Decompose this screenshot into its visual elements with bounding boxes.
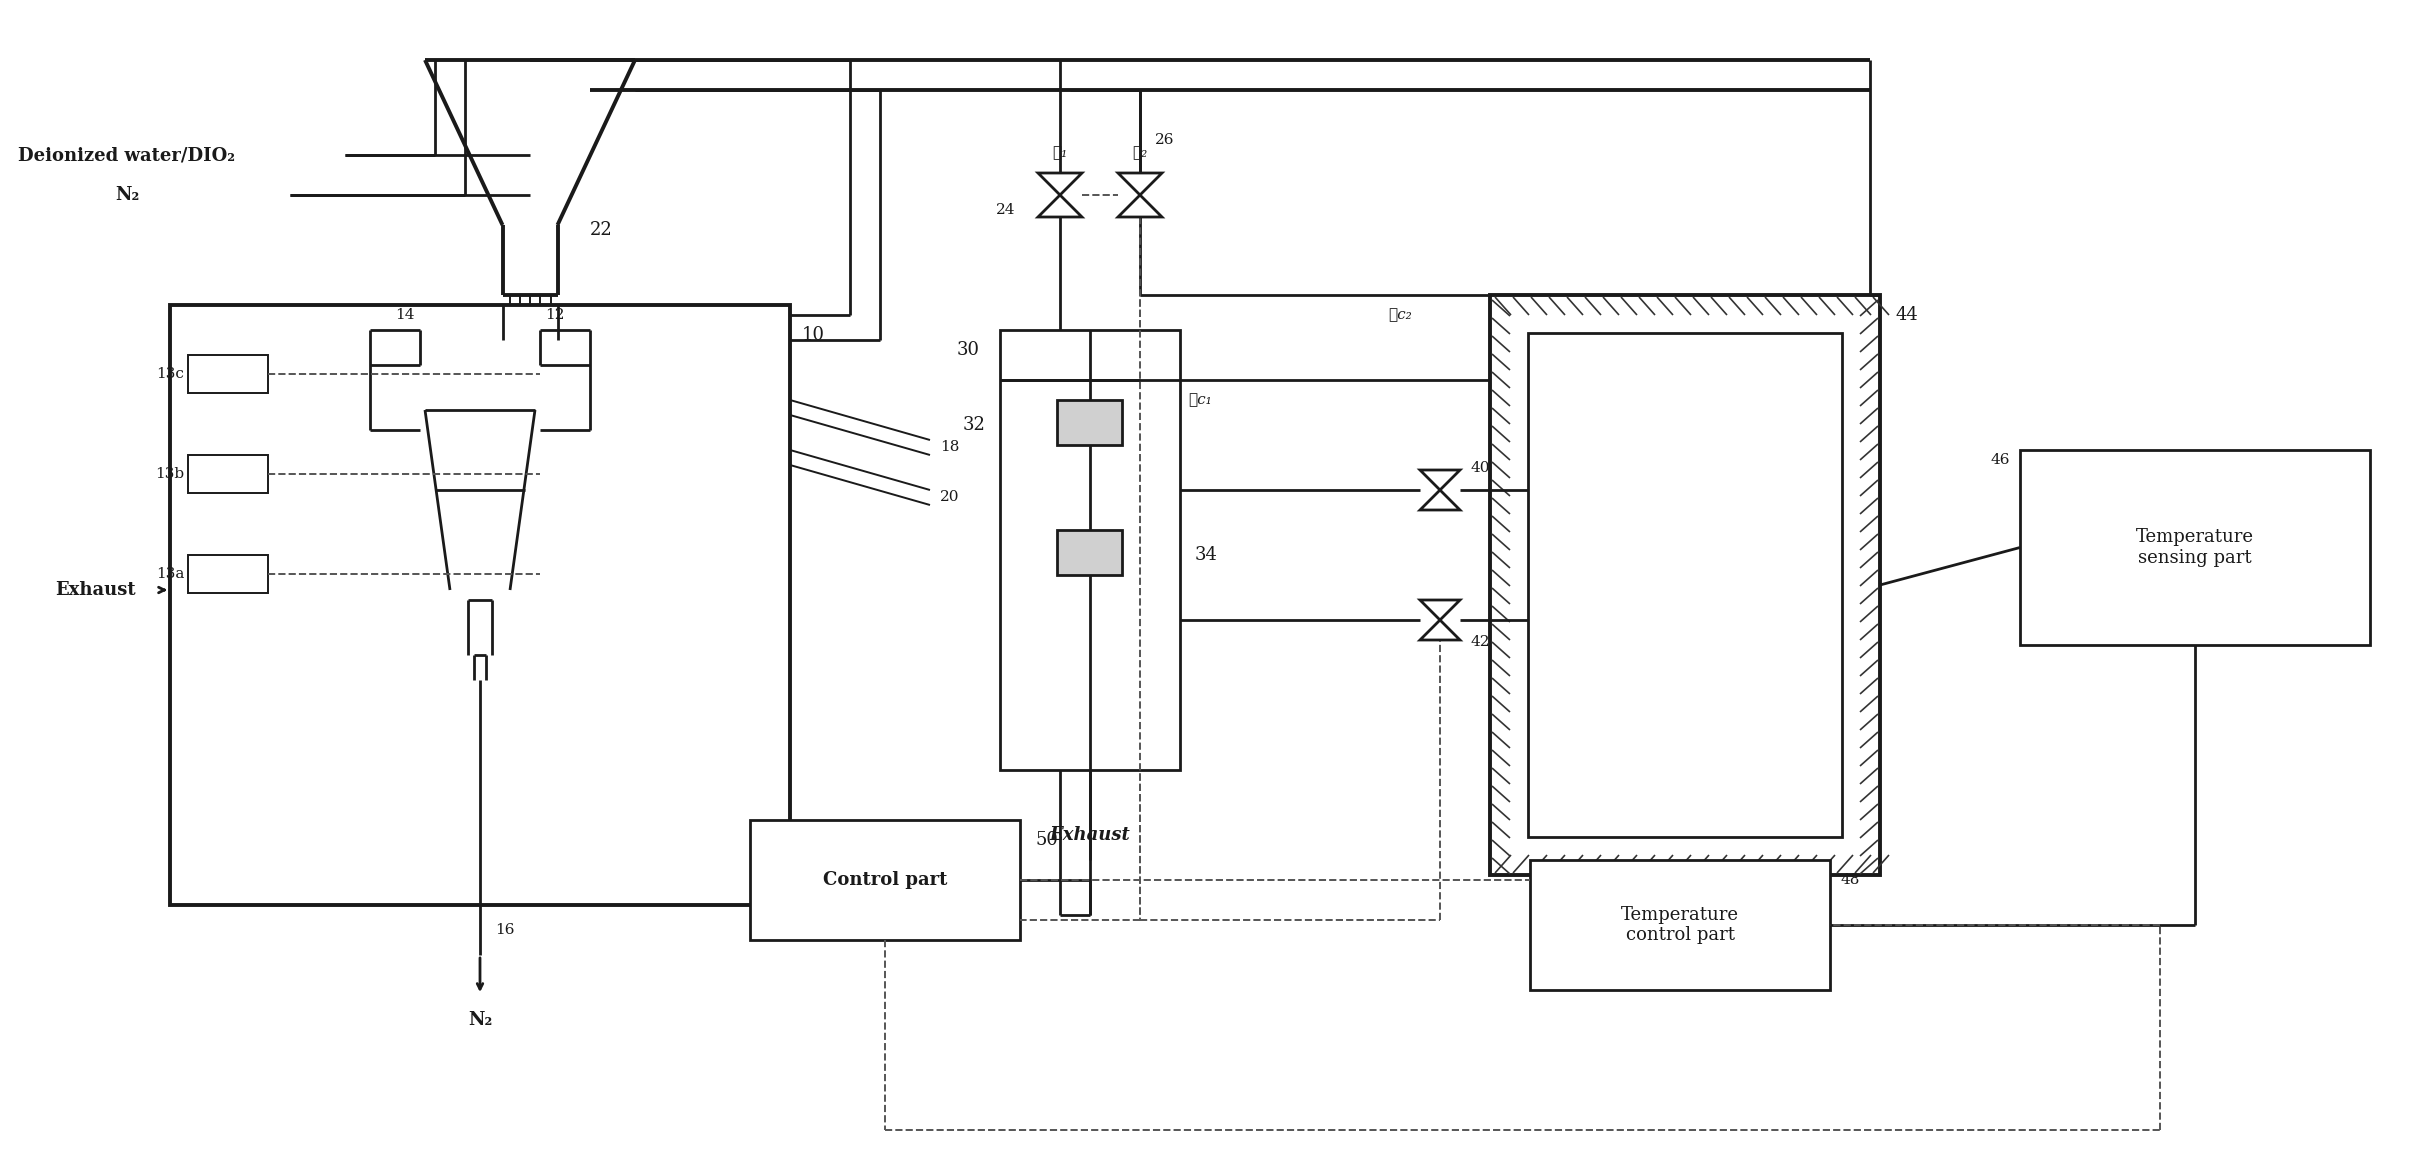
- Text: 12: 12: [545, 308, 564, 322]
- Text: 42: 42: [1470, 635, 1489, 649]
- Bar: [1000, 330, 1180, 770]
- Bar: [1530, 860, 1830, 990]
- Text: ℓ₂: ℓ₂: [1131, 146, 1148, 160]
- Polygon shape: [1421, 470, 1460, 490]
- Text: Exhaust: Exhaust: [1049, 826, 1131, 844]
- Text: 14: 14: [397, 308, 416, 322]
- Text: Control part: Control part: [822, 871, 946, 889]
- Bar: [187, 555, 268, 593]
- Polygon shape: [1421, 490, 1460, 510]
- Text: Temperature
sensing part: Temperature sensing part: [2136, 528, 2253, 567]
- Text: N₂: N₂: [114, 186, 139, 203]
- Text: 20: 20: [939, 490, 959, 505]
- Text: 22: 22: [589, 221, 613, 239]
- Text: 24: 24: [995, 203, 1015, 218]
- Bar: [1528, 333, 1842, 837]
- Bar: [187, 455, 268, 493]
- Text: 13a: 13a: [156, 567, 185, 581]
- Text: 16: 16: [494, 923, 513, 937]
- Text: 44: 44: [1895, 306, 1917, 325]
- Bar: [1056, 530, 1122, 575]
- Text: Exhaust: Exhaust: [56, 581, 136, 599]
- Bar: [170, 305, 791, 906]
- Bar: [187, 355, 268, 393]
- Bar: [1489, 295, 1881, 875]
- Text: 30: 30: [956, 341, 980, 359]
- Text: 40: 40: [1470, 461, 1489, 475]
- Text: 26: 26: [1156, 133, 1175, 147]
- Bar: [1056, 400, 1122, 445]
- Text: 32: 32: [961, 416, 985, 434]
- Text: ℓc₂: ℓc₂: [1389, 308, 1411, 322]
- Polygon shape: [1421, 600, 1460, 620]
- Text: 13b: 13b: [156, 467, 185, 481]
- Text: 13c: 13c: [156, 367, 185, 381]
- Polygon shape: [1119, 173, 1163, 195]
- Polygon shape: [1421, 620, 1460, 640]
- Text: Temperature
control part: Temperature control part: [1620, 906, 1740, 944]
- Bar: [749, 820, 1019, 940]
- Text: 50: 50: [1034, 831, 1058, 849]
- Polygon shape: [1039, 173, 1083, 195]
- Text: 34: 34: [1195, 546, 1219, 564]
- Text: N₂: N₂: [467, 1011, 491, 1029]
- Bar: [2019, 450, 2370, 644]
- Text: 10: 10: [803, 326, 825, 345]
- Polygon shape: [1039, 195, 1083, 218]
- Text: Deionized water/DIO₂: Deionized water/DIO₂: [17, 146, 236, 163]
- Polygon shape: [1119, 195, 1163, 218]
- Text: 48: 48: [1839, 873, 1859, 887]
- Text: 18: 18: [939, 440, 959, 454]
- Text: ℓc₁: ℓc₁: [1187, 393, 1212, 407]
- Text: 46: 46: [1990, 453, 2010, 467]
- Text: ℓ₁: ℓ₁: [1053, 146, 1068, 160]
